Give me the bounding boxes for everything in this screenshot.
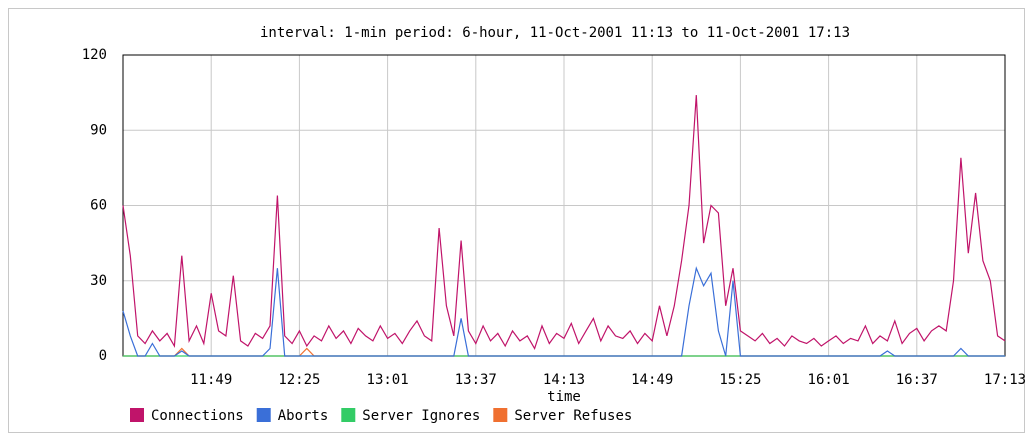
x-tick-label: 16:01 [808,372,850,388]
x-tick-label: 14:13 [543,372,585,388]
legend-label: Server Ignores [362,408,480,424]
series-line [122,266,1005,357]
frame [8,8,1025,433]
y-tick-label: 0 [99,348,107,364]
x-axis-label: time [547,389,581,405]
legend-swatch [341,408,356,422]
x-tick-label: 12:25 [278,372,320,388]
legend-swatch [130,408,144,422]
legend-swatch [256,408,271,422]
x-tick-label: 14:49 [631,372,673,388]
x-tick-label: 15:25 [719,372,761,388]
x-tick-label: 13:37 [455,372,497,388]
x-tick-label: 16:37 [896,372,938,388]
y-tick-label: 120 [82,47,107,63]
x-tick-label: 13:01 [367,372,409,388]
series-line [122,95,1006,350]
legend-label: Aborts [278,408,329,424]
x-tick-label: 11:49 [190,372,232,388]
chart-title: interval: 1-min period: 6-hour, 11-Oct-2… [260,25,850,41]
y-tick-label: 90 [90,122,107,138]
x-tick-label: 17:13 [984,372,1026,388]
legend-label: Server Refuses [514,408,632,424]
y-tick-label: 30 [90,273,107,289]
legend-swatch [493,408,508,422]
legend-label: Connections [151,408,244,424]
y-tick-label: 60 [90,198,107,214]
